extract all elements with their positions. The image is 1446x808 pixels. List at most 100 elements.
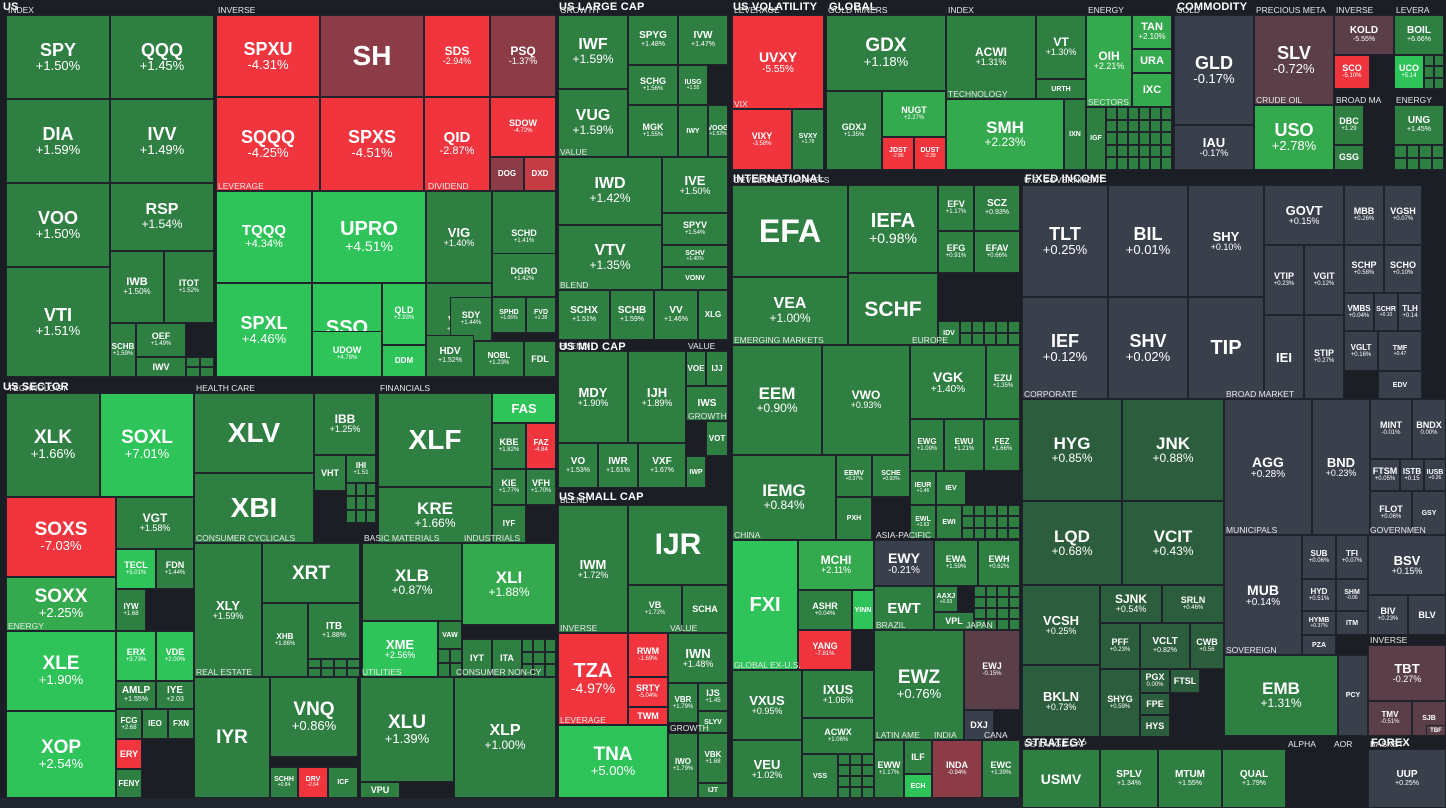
etf-tile-iev[interactable]: IEV [936,471,966,505]
etf-tile-feny[interactable]: FENY [116,769,142,798]
etf-tile-vo[interactable]: VO +1.53% [558,443,598,488]
etf-tile-small[interactable] [862,776,874,787]
etf-tile-yinn[interactable]: YINN [852,590,874,630]
etf-tile-small[interactable] [366,496,376,510]
etf-tile-small[interactable] [186,367,200,377]
etf-tile-scha[interactable]: SCHA [682,585,728,633]
etf-tile-spxs[interactable]: SPXS -4.51% [320,97,424,191]
etf-tile-ibb[interactable]: IBB +1.25% [314,393,376,455]
etf-tile-srty[interactable]: SRTY -5.04% [628,677,668,707]
etf-tile-tqqq[interactable]: TQQQ +4.34% [216,191,312,283]
etf-tile-fxi[interactable]: FXI [732,540,798,670]
etf-tile-vxf[interactable]: VXF +1.67% [638,443,686,488]
etf-tile-small[interactable] [1419,157,1432,170]
etf-tile-qqq[interactable]: QQQ +1.45% [110,15,214,99]
etf-tile-usmv[interactable]: USMV [1022,749,1100,808]
etf-tile-igf[interactable]: IGF [1086,107,1106,170]
etf-tile-mub[interactable]: MUB +0.14% [1224,535,1302,655]
etf-tile-iwr[interactable]: IWR +1.61% [598,443,638,488]
etf-tile-small[interactable] [862,787,874,798]
etf-tile-splv[interactable]: SPLV +1.34% [1100,749,1158,808]
etf-tile-bndx[interactable]: BNDX 0.00% [1412,399,1446,459]
etf-tile-small[interactable] [962,505,974,517]
etf-tile-small[interactable] [1394,157,1407,170]
etf-tile-vonv[interactable]: VONV [662,267,728,290]
etf-tile-small[interactable] [960,333,972,345]
etf-tile-tlt[interactable]: TLT +0.25% [1022,185,1108,297]
etf-tile-ivv[interactable]: IVV +1.49% [110,99,214,183]
etf-tile-fvd[interactable]: FVD +1.38 [526,297,556,333]
etf-tile-sub[interactable]: SUB +0.06% [1302,535,1336,579]
etf-tile-vig[interactable]: VIG +1.40% [426,191,492,283]
etf-tile-uup[interactable]: UUP +0.25% [1368,749,1446,808]
etf-tile-small[interactable] [1106,132,1117,145]
etf-tile-ezu[interactable]: EZU +1.35% [986,345,1020,419]
etf-tile-xlk[interactable]: XLK +1.66% [6,393,100,497]
etf-tile-efa[interactable]: EFA [732,185,848,277]
etf-tile-small[interactable] [850,787,862,798]
etf-tile-tmv[interactable]: TMV -0.51% [1368,701,1412,736]
etf-tile-small[interactable] [1424,66,1434,78]
etf-tile-dust[interactable]: DUST -2.39 [914,137,946,170]
etf-tile-voe[interactable]: VOE [686,351,706,386]
etf-tile-ijs[interactable]: IJS +1.45 [698,683,728,711]
etf-tile-small[interactable] [1106,157,1117,170]
etf-tile-iws[interactable]: IWS [686,386,728,421]
etf-tile-xlu[interactable]: XLU +1.39% [360,677,454,782]
etf-tile-small[interactable] [985,619,997,630]
etf-tile-small[interactable] [522,639,534,652]
etf-tile-small[interactable] [346,496,356,510]
etf-tile-vaw[interactable]: VAW [438,621,462,649]
etf-tile-schb[interactable]: SCHB +1.59% [110,323,136,377]
etf-tile-small[interactable] [321,659,334,668]
etf-tile-small[interactable] [985,505,997,517]
etf-tile-hyd[interactable]: HYD +0.51% [1302,579,1336,611]
etf-tile-vgt[interactable]: VGT +1.58% [116,497,194,549]
etf-tile-small[interactable] [996,516,1009,528]
etf-tile-qld[interactable]: QLD +2.93% [382,283,426,345]
etf-tile-ita[interactable]: ITA [492,639,522,677]
etf-tile-mchi[interactable]: MCHI +2.11% [798,540,874,590]
etf-tile-edv[interactable]: EDV [1378,371,1422,399]
etf-tile-small[interactable] [996,321,1008,333]
etf-tile-small[interactable] [356,509,366,523]
etf-tile-small[interactable] [1117,132,1128,145]
etf-tile-srln[interactable]: SRLN +0.46% [1162,585,1224,623]
etf-tile-fas[interactable]: FAS [492,393,556,423]
etf-tile-small[interactable] [1128,157,1139,170]
etf-tile-nobl[interactable]: NOBL +1.23% [474,341,524,377]
etf-tile-efg[interactable]: EFG +0.91% [938,231,974,273]
etf-tile-smh[interactable]: SMH +2.23% [946,99,1064,170]
etf-tile-small[interactable] [1150,157,1161,170]
etf-tile-iyr[interactable]: IYR [194,677,270,798]
etf-tile-nugt[interactable]: NUGT +2.27% [882,91,946,137]
etf-tile-faz[interactable]: FAZ -4.84 [526,423,556,469]
etf-tile-ura[interactable]: URA [1132,49,1172,73]
etf-tile-ive[interactable]: IVE +1.50% [662,157,728,213]
etf-tile-small[interactable] [1431,145,1444,158]
etf-tile-ief[interactable]: IEF +0.12% [1022,297,1108,399]
etf-tile-small[interactable] [972,333,984,345]
etf-tile-small[interactable] [1008,619,1020,630]
etf-tile-sds[interactable]: SDS -2.94% [424,15,490,97]
etf-tile-small[interactable] [1406,157,1419,170]
etf-tile-ewt[interactable]: EWT [874,586,934,630]
etf-tile-small[interactable] [366,483,376,497]
etf-tile-itm[interactable]: ITM [1336,611,1368,635]
etf-tile-small[interactable] [1008,597,1020,608]
etf-tile-scz[interactable]: SCZ +0.93% [974,185,1020,231]
etf-tile-efav[interactable]: EFAV +0.66% [974,231,1020,273]
etf-tile-small[interactable] [1150,144,1161,158]
etf-tile-dxd[interactable]: DXD [524,157,556,191]
etf-tile-small[interactable] [356,483,366,497]
etf-tile-small[interactable] [1139,119,1150,133]
etf-tile-schx[interactable]: SCHX +1.51% [558,290,610,340]
etf-tile-shm[interactable]: SHM -0.06 [1336,579,1368,611]
etf-tile-lqd[interactable]: LQD +0.68% [1022,501,1122,585]
etf-tile-small[interactable] [533,651,545,665]
etf-tile-ewa[interactable]: EWA +1.59% [934,540,978,586]
etf-tile-small[interactable] [308,668,321,677]
etf-tile-tlh[interactable]: TLH +0.14 [1398,293,1422,331]
etf-tile-small[interactable] [985,527,997,539]
etf-tile-voog[interactable]: VOOG +1.52% [708,105,728,157]
